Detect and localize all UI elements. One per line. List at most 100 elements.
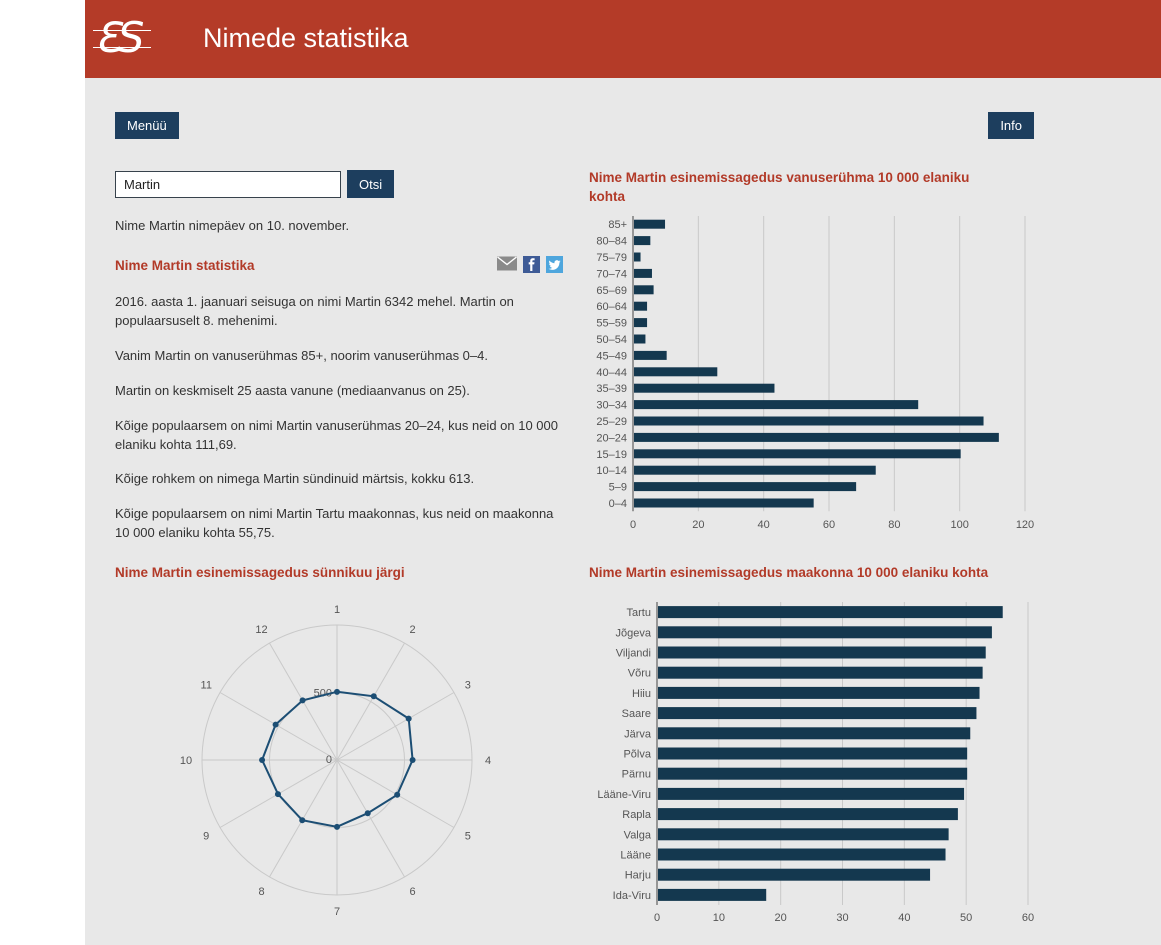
- category-label: 20–24: [596, 432, 627, 444]
- category-label: 5–9: [609, 482, 627, 494]
- radar-point[interactable]: [370, 693, 377, 700]
- month-label: 11: [201, 680, 212, 692]
- category-label: Jõgeva: [616, 627, 652, 639]
- category-label: Hiiu: [632, 688, 651, 700]
- month-label: 6: [409, 886, 415, 898]
- category-label: Harju: [625, 870, 651, 882]
- logo-glyph: ƐS: [95, 13, 144, 62]
- app-logo[interactable]: ƐS: [93, 9, 151, 67]
- month-label: 8: [258, 886, 264, 898]
- age-bar[interactable]: [634, 350, 667, 360]
- county-bar[interactable]: [658, 727, 971, 740]
- age-bar[interactable]: [634, 285, 654, 295]
- stats-paragraph: Kõige rohkem on nimega Martin sündinuid …: [115, 471, 475, 487]
- age-bar[interactable]: [634, 318, 648, 328]
- month-label: 10: [180, 755, 192, 767]
- radar-point[interactable]: [299, 817, 306, 824]
- radar-spoke: [336, 759, 405, 878]
- category-label: 15–19: [596, 449, 627, 461]
- age-bar[interactable]: [634, 449, 961, 459]
- category-label: 70–74: [596, 268, 627, 280]
- county-bar[interactable]: [658, 686, 980, 699]
- radar-point[interactable]: [334, 688, 340, 695]
- category-label: Viljandi: [616, 648, 651, 660]
- category-label: 50–54: [596, 334, 627, 346]
- county-bar[interactable]: [658, 868, 931, 881]
- radar-point[interactable]: [405, 715, 412, 722]
- age-bar[interactable]: [634, 301, 648, 311]
- county-bar[interactable]: [658, 808, 958, 821]
- radar-spoke: [336, 642, 405, 761]
- x-tick-label: 60: [1022, 912, 1034, 924]
- county-bar[interactable]: [658, 606, 1003, 619]
- category-label: Põlva: [623, 749, 651, 761]
- category-label: 0–4: [609, 498, 627, 510]
- category-label: 80–84: [596, 236, 627, 248]
- age-bar[interactable]: [634, 334, 646, 344]
- county-bar[interactable]: [658, 848, 946, 861]
- search-input[interactable]: [115, 170, 341, 198]
- age-bar[interactable]: [634, 219, 666, 229]
- radar-point[interactable]: [394, 791, 401, 798]
- age-bar[interactable]: [634, 367, 718, 377]
- county-bar[interactable]: [658, 707, 977, 720]
- x-tick-label: 40: [898, 912, 910, 924]
- radar-point[interactable]: [274, 791, 281, 798]
- x-tick-label: 10: [713, 912, 725, 924]
- radar-point[interactable]: [299, 697, 306, 704]
- age-bar[interactable]: [634, 416, 984, 426]
- left-column: Nime Martin nimepäev on 10. november. Ni…: [115, 217, 563, 559]
- county-bar[interactable]: [658, 646, 986, 659]
- age-bar[interactable]: [634, 236, 651, 246]
- x-tick-label: 30: [836, 912, 848, 924]
- age-bar[interactable]: [634, 482, 857, 492]
- age-bar[interactable]: [634, 268, 652, 278]
- county-bar[interactable]: [658, 747, 968, 760]
- email-icon[interactable]: [497, 256, 517, 273]
- stats-paragraph: Kõige populaarsem on nimi Martin vanuser…: [115, 417, 558, 452]
- info-button[interactable]: Info: [988, 112, 1034, 139]
- x-tick-label: 60: [823, 519, 835, 531]
- radar-point[interactable]: [272, 721, 279, 728]
- stats-paragraph: Martin on keskmiselt 25 aasta vanune (me…: [115, 382, 470, 398]
- radar-point[interactable]: [409, 757, 416, 763]
- radar-point[interactable]: [334, 823, 340, 830]
- county-bar[interactable]: [658, 787, 965, 800]
- county-bar[interactable]: [658, 767, 968, 780]
- ring-label-0: 0: [326, 754, 332, 766]
- month-label: 3: [465, 680, 471, 692]
- radar-point[interactable]: [259, 757, 266, 763]
- category-label: 75–79: [596, 252, 627, 264]
- category-label: Pärnu: [622, 769, 651, 781]
- county-bar[interactable]: [658, 666, 983, 679]
- county-bar[interactable]: [658, 626, 992, 639]
- county-bar[interactable]: [658, 828, 949, 841]
- category-label: 55–59: [596, 318, 627, 330]
- age-bar[interactable]: [634, 498, 814, 508]
- month-label: 4: [485, 755, 491, 767]
- x-tick-label: 50: [960, 912, 972, 924]
- radar-spoke: [336, 692, 455, 761]
- twitter-icon[interactable]: [546, 255, 563, 273]
- age-chart-title: Nime Martin esinemissagedus vanuserühma …: [589, 170, 970, 204]
- search-button[interactable]: Otsi: [347, 170, 395, 198]
- facebook-icon[interactable]: [523, 255, 540, 273]
- age-bar[interactable]: [634, 465, 876, 475]
- stats-section-header: Nime Martin statistika: [115, 255, 563, 276]
- search-bar: Otsi: [115, 170, 395, 198]
- category-label: 60–64: [596, 301, 627, 313]
- county-bar[interactable]: [658, 888, 767, 901]
- age-bar[interactable]: [634, 383, 775, 393]
- radar-point[interactable]: [364, 810, 371, 817]
- age-bar[interactable]: [634, 252, 641, 262]
- radar-chart-title: Nime Martin esinemissagedus sünnikuu jär…: [115, 565, 405, 580]
- category-label: 40–44: [596, 367, 627, 379]
- category-label: 10–14: [596, 465, 627, 477]
- x-tick-label: 40: [758, 519, 770, 531]
- age-bar[interactable]: [634, 432, 999, 442]
- age-bar[interactable]: [634, 400, 919, 410]
- menu-button[interactable]: Menüü: [115, 112, 179, 139]
- page-title: Nimede statistika: [203, 23, 409, 53]
- category-label: Rapla: [622, 809, 652, 821]
